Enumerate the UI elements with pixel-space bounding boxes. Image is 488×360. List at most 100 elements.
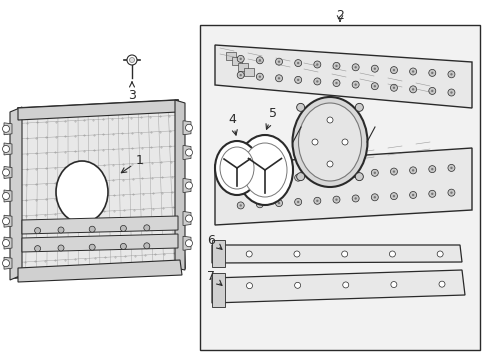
Circle shape [58, 245, 64, 251]
Polygon shape [18, 100, 178, 120]
Circle shape [89, 226, 95, 232]
Polygon shape [4, 123, 12, 135]
Text: 5: 5 [265, 107, 276, 129]
Bar [231, 57, 242, 65]
Polygon shape [4, 257, 12, 269]
Polygon shape [183, 236, 191, 250]
Circle shape [335, 198, 337, 201]
Circle shape [373, 67, 375, 70]
Circle shape [326, 161, 332, 167]
Circle shape [411, 88, 413, 91]
Circle shape [237, 55, 244, 62]
Circle shape [392, 195, 394, 197]
Circle shape [294, 60, 301, 67]
Circle shape [438, 281, 444, 287]
Circle shape [332, 172, 339, 179]
Circle shape [315, 175, 318, 178]
Circle shape [342, 282, 348, 288]
Circle shape [2, 218, 9, 225]
Polygon shape [215, 45, 471, 108]
Circle shape [449, 91, 452, 94]
Circle shape [239, 180, 242, 183]
Circle shape [245, 251, 252, 257]
Circle shape [354, 84, 356, 86]
Circle shape [392, 69, 394, 71]
Polygon shape [212, 273, 224, 307]
Circle shape [2, 125, 9, 132]
Circle shape [447, 189, 454, 196]
Circle shape [275, 199, 282, 207]
Text: 7: 7 [206, 270, 222, 285]
Text: 3: 3 [128, 82, 136, 102]
Ellipse shape [56, 161, 108, 223]
Circle shape [315, 80, 318, 83]
Circle shape [277, 77, 280, 80]
Circle shape [246, 283, 252, 289]
Circle shape [430, 72, 432, 74]
Text: 4: 4 [227, 113, 237, 135]
Circle shape [258, 179, 261, 181]
Circle shape [296, 62, 299, 64]
Circle shape [341, 251, 347, 257]
Circle shape [185, 240, 192, 247]
Circle shape [351, 195, 358, 202]
Circle shape [335, 82, 337, 84]
Polygon shape [4, 166, 12, 179]
Circle shape [370, 194, 378, 201]
Circle shape [275, 75, 282, 82]
Circle shape [294, 282, 300, 288]
Circle shape [296, 103, 304, 111]
Circle shape [239, 58, 242, 60]
Polygon shape [212, 270, 464, 303]
Circle shape [447, 165, 454, 171]
Circle shape [409, 68, 416, 75]
Circle shape [341, 139, 347, 145]
Circle shape [293, 251, 299, 257]
Circle shape [129, 58, 134, 63]
Circle shape [127, 55, 137, 65]
Bar [225, 51, 236, 60]
Ellipse shape [220, 147, 253, 189]
Circle shape [258, 76, 261, 78]
Polygon shape [183, 212, 191, 225]
Circle shape [313, 61, 320, 68]
Circle shape [428, 87, 435, 94]
Circle shape [256, 73, 263, 80]
Circle shape [237, 72, 244, 78]
Circle shape [354, 197, 356, 200]
Circle shape [351, 64, 358, 71]
Circle shape [355, 103, 363, 111]
Polygon shape [10, 107, 22, 280]
Circle shape [89, 244, 95, 250]
Polygon shape [4, 143, 12, 155]
Circle shape [185, 124, 192, 131]
Circle shape [258, 203, 261, 206]
Circle shape [277, 202, 280, 204]
Circle shape [411, 70, 413, 73]
Circle shape [2, 193, 9, 199]
Circle shape [388, 251, 395, 257]
Polygon shape [15, 100, 184, 278]
Circle shape [294, 76, 301, 84]
Polygon shape [183, 179, 191, 193]
Polygon shape [212, 245, 461, 263]
Circle shape [277, 60, 280, 63]
Circle shape [428, 166, 435, 173]
Circle shape [389, 168, 397, 175]
Circle shape [311, 139, 317, 145]
Circle shape [2, 260, 9, 267]
Circle shape [430, 193, 432, 195]
Bar [244, 68, 253, 76]
Ellipse shape [298, 103, 361, 181]
Circle shape [313, 197, 320, 204]
Text: 2: 2 [335, 9, 343, 22]
Circle shape [120, 243, 126, 249]
Polygon shape [4, 190, 12, 202]
Circle shape [315, 63, 318, 66]
Circle shape [313, 173, 320, 180]
Circle shape [332, 80, 339, 86]
Circle shape [390, 282, 396, 288]
Circle shape [256, 201, 263, 208]
Circle shape [237, 178, 244, 185]
Circle shape [58, 227, 64, 233]
